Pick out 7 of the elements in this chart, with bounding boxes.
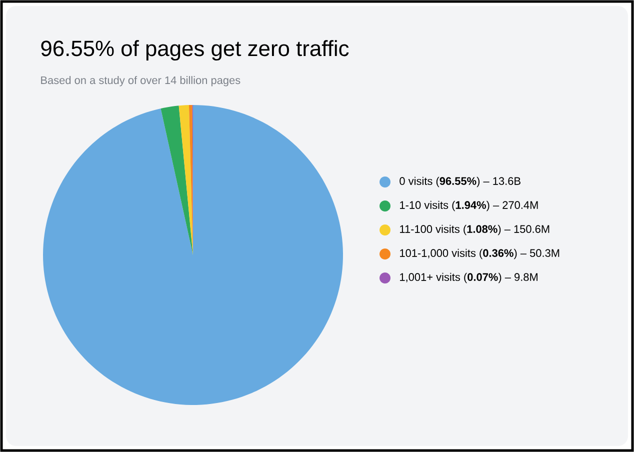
legend-label: 11-100 visits (1.08%) – 150.6M [400,224,550,236]
legend-label: 1,001+ visits (0.07%) – 9.8M [400,272,538,284]
legend-label: 1-10 visits (1.94%) – 270.4M [400,200,538,212]
chart-subtitle: Based on a study of over 14 billion pages [41,76,240,86]
chart-title: 96.55% of pages get zero traffic [41,40,349,61]
legend-label: 101-1,000 visits (0.36%) – 50.3M [400,248,560,260]
legend-label: 0 visits (96.55%) – 13.6B [400,176,520,188]
